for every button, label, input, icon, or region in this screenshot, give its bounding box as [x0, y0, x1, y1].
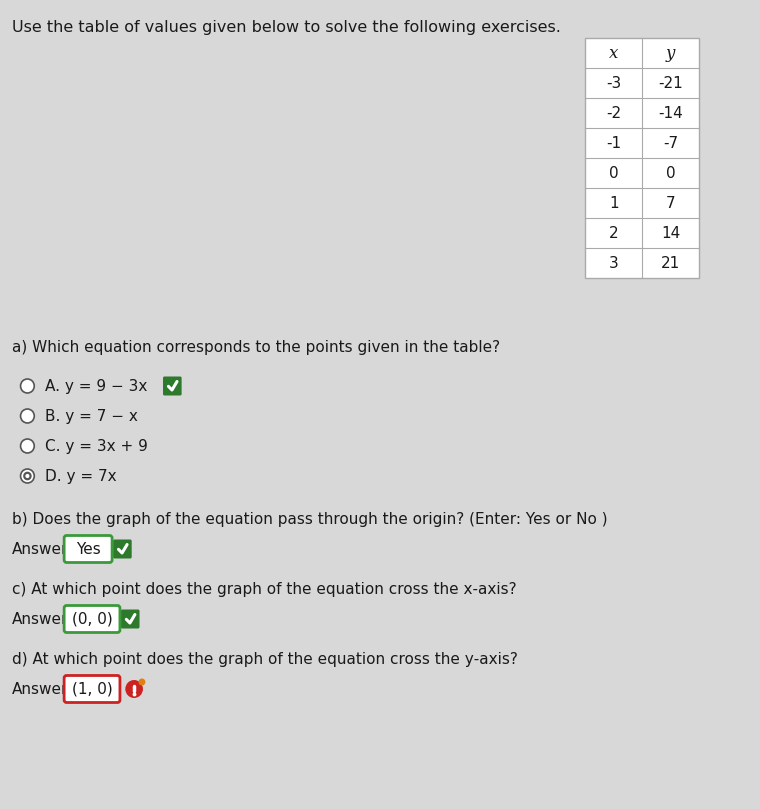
Circle shape	[21, 379, 34, 393]
Text: B. y = 7 − x: B. y = 7 − x	[45, 409, 138, 423]
Text: Answer:: Answer:	[11, 612, 73, 628]
Text: 2: 2	[609, 226, 619, 240]
FancyBboxPatch shape	[163, 376, 182, 396]
FancyBboxPatch shape	[121, 609, 140, 629]
Text: -7: -7	[663, 135, 678, 150]
Text: 0: 0	[609, 166, 619, 180]
Bar	[585, 38, 699, 278]
Circle shape	[23, 472, 32, 481]
Text: D. y = 7x: D. y = 7x	[45, 468, 117, 484]
Text: x: x	[610, 44, 619, 61]
Text: a) Which equation corresponds to the points given in the table?: a) Which equation corresponds to the poi…	[11, 340, 500, 355]
Circle shape	[125, 680, 143, 698]
Text: -14: -14	[658, 105, 683, 121]
Text: Answer:: Answer:	[11, 543, 73, 557]
Text: (1, 0): (1, 0)	[71, 681, 112, 697]
Text: 1: 1	[609, 196, 619, 210]
Text: 7: 7	[666, 196, 676, 210]
FancyBboxPatch shape	[64, 536, 112, 562]
Text: A. y = 9 − 3x: A. y = 9 − 3x	[45, 379, 147, 393]
Circle shape	[138, 679, 145, 685]
FancyBboxPatch shape	[64, 605, 120, 633]
Circle shape	[21, 469, 34, 483]
Circle shape	[21, 439, 34, 453]
Circle shape	[21, 409, 34, 423]
Circle shape	[25, 474, 30, 478]
Text: y: y	[666, 44, 676, 61]
Text: -21: -21	[658, 75, 683, 91]
Text: -2: -2	[606, 105, 622, 121]
Text: (0, 0): (0, 0)	[71, 612, 112, 626]
Text: -1: -1	[606, 135, 622, 150]
Text: Use the table of values given below to solve the following exercises.: Use the table of values given below to s…	[11, 20, 561, 35]
Text: c) At which point does the graph of the equation cross the x‑axis?: c) At which point does the graph of the …	[11, 582, 516, 597]
Text: b) Does the graph of the equation pass through the origin? (Enter: Yes or No ): b) Does the graph of the equation pass t…	[11, 512, 607, 527]
FancyBboxPatch shape	[64, 676, 120, 702]
Text: Yes: Yes	[76, 541, 100, 557]
Text: 14: 14	[661, 226, 680, 240]
Text: 3: 3	[609, 256, 619, 270]
Text: -3: -3	[606, 75, 622, 91]
Text: C. y = 3x + 9: C. y = 3x + 9	[45, 438, 148, 454]
Text: Answer:: Answer:	[11, 683, 73, 697]
FancyBboxPatch shape	[113, 540, 131, 558]
Text: 0: 0	[666, 166, 676, 180]
Text: 21: 21	[661, 256, 680, 270]
Text: d) At which point does the graph of the equation cross the y‑axis?: d) At which point does the graph of the …	[11, 652, 518, 667]
